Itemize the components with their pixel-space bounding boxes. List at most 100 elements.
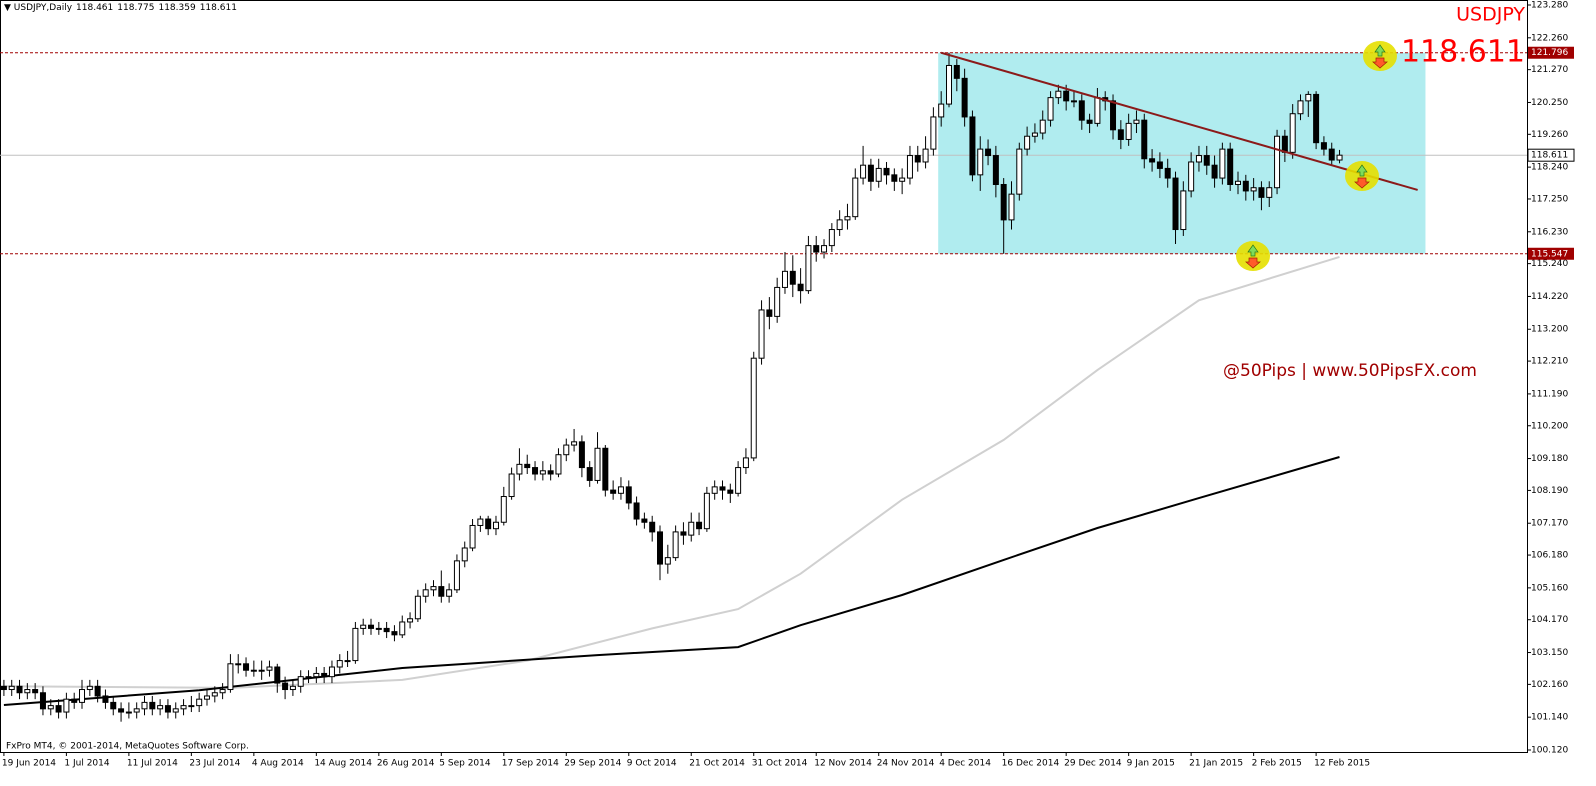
candle-body: [141, 701, 148, 710]
candle-body: [860, 164, 867, 179]
candle-body: [227, 663, 234, 691]
candle-body: [196, 698, 203, 707]
candle-body: [735, 467, 742, 494]
candle-body: [24, 689, 31, 694]
candle-body: [672, 531, 679, 559]
candle-body: [8, 685, 15, 691]
candle-body: [547, 470, 554, 475]
x-tick-label: 9 Jan 2015: [1127, 759, 1175, 769]
candle-body: [47, 705, 54, 710]
candle-body: [305, 676, 312, 679]
candle-body: [946, 64, 953, 105]
candle-body: [1008, 193, 1015, 221]
candle-body: [149, 701, 156, 710]
candle-body: [641, 518, 648, 523]
candle-body: [1164, 167, 1171, 179]
x-tick-label: 4 Aug 2014: [252, 759, 304, 769]
candle-body: [71, 698, 78, 703]
candle-body: [571, 441, 578, 446]
y-tick-label: 112.210: [1531, 357, 1568, 367]
candle-body: [625, 486, 632, 504]
y-tick-label: 110.200: [1531, 421, 1568, 431]
candle-body: [1016, 148, 1023, 195]
candle-body: [914, 155, 921, 163]
candle-body: [1055, 90, 1062, 99]
candle-body: [1227, 148, 1234, 185]
y-tick-label: 121.270: [1531, 65, 1568, 75]
plot-frame: [0, 0, 1528, 753]
candle-body: [172, 708, 179, 713]
candle-body: [1172, 177, 1179, 231]
candle-body: [1219, 148, 1226, 179]
candle-body: [399, 621, 406, 636]
candle-body: [94, 685, 101, 697]
y-tick-label: 120.250: [1531, 98, 1568, 108]
candle-body: [617, 486, 624, 494]
candle-body: [602, 447, 609, 491]
candle-body: [79, 689, 86, 703]
symbol-period: USDJPY,Daily: [13, 3, 73, 13]
candle-body: [961, 77, 968, 118]
y-tick-label: 103.150: [1531, 648, 1568, 658]
candle-body: [164, 705, 171, 713]
candle-body: [485, 518, 492, 530]
candle-body: [524, 463, 531, 469]
y-tick-label: 119.260: [1531, 130, 1568, 140]
candle-body: [1047, 97, 1054, 121]
candle-body: [555, 454, 562, 475]
candle-body: [1274, 135, 1281, 189]
candle-body: [1086, 119, 1093, 124]
candle-body: [828, 229, 835, 247]
candle-body: [633, 502, 640, 520]
candle-body: [1195, 155, 1202, 163]
candle-body: [1305, 93, 1312, 102]
candle-body: [39, 692, 46, 710]
symbol-label: USDJPY: [1456, 4, 1525, 26]
candle-body: [422, 589, 429, 597]
candle-body: [953, 64, 960, 79]
candle-body: [1078, 100, 1085, 121]
price-tag-label: 118.611: [1531, 151, 1568, 161]
candle-body: [235, 663, 242, 666]
x-tick-label: 9 Oct 2014: [627, 759, 677, 769]
candle-body: [274, 666, 281, 684]
candle-body: [922, 148, 929, 163]
candle-body: [55, 705, 62, 713]
candle-body: [688, 521, 695, 536]
candle-body: [492, 521, 499, 530]
candle-body: [805, 245, 812, 292]
candle-body: [852, 177, 859, 218]
candle-body: [16, 685, 23, 694]
x-tick-label: 11 Jul 2014: [127, 759, 178, 769]
candle-body: [446, 589, 453, 597]
copyright: FxPro MT4, © 2001-2014, MetaQuotes Softw…: [6, 742, 249, 752]
ohlc-close: 118.611: [199, 3, 237, 13]
candle-body: [1063, 90, 1070, 102]
x-tick-label: 29 Dec 2014: [1064, 759, 1122, 769]
x-tick-label: 21 Oct 2014: [689, 759, 745, 769]
x-tick-label: 16 Dec 2014: [1002, 759, 1060, 769]
candle-body: [250, 669, 257, 672]
y-tick-label: 102.160: [1531, 680, 1568, 690]
candle-body: [1070, 100, 1077, 103]
candle-body: [453, 560, 460, 591]
signal-icon: [1236, 241, 1270, 271]
candle-body: [539, 470, 546, 475]
candle-body: [649, 521, 656, 533]
candle-body: [321, 672, 328, 678]
y-tick-label: 104.170: [1531, 615, 1568, 625]
candle-body: [836, 219, 843, 231]
candle-body: [938, 103, 945, 118]
candle-body: [157, 705, 164, 710]
candle-body: [1235, 180, 1242, 185]
candle-body: [680, 531, 687, 536]
watermark: @50Pips | www.50PipsFX.com: [1223, 361, 1477, 381]
level-label: 121.796: [1531, 48, 1568, 58]
candle-body: [985, 148, 992, 157]
candle-body: [430, 586, 437, 591]
candle-body: [516, 463, 523, 475]
candle-body: [891, 174, 898, 182]
candle-body: [906, 155, 913, 179]
candle-body: [289, 685, 296, 691]
